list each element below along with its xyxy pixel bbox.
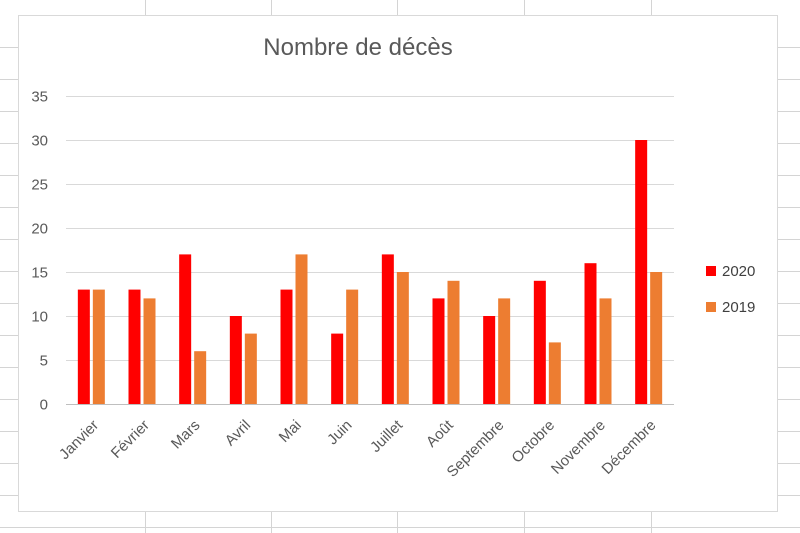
bar-2019-décembre bbox=[650, 272, 663, 404]
bar-2020-juin bbox=[331, 333, 344, 404]
x-tick-label: Juillet bbox=[367, 416, 407, 456]
bar-2019-novembre bbox=[599, 298, 612, 404]
x-tick-label: Juin bbox=[324, 417, 355, 448]
bar-2019-octobre bbox=[548, 342, 561, 404]
legend-swatch-2020 bbox=[706, 266, 716, 276]
bar-2020-juillet bbox=[381, 254, 394, 404]
x-tick-label: Octobre bbox=[508, 417, 558, 467]
x-tick-label: Avril bbox=[222, 417, 254, 449]
bar-2019-août bbox=[447, 280, 460, 404]
bar-2020-février bbox=[128, 289, 141, 404]
bar-2020-août bbox=[432, 298, 445, 404]
x-tick-label: Décembre bbox=[599, 417, 660, 478]
x-tick-label: Mai bbox=[276, 417, 305, 446]
y-tick-label: 5 bbox=[40, 353, 48, 370]
legend-label-2019: 2019 bbox=[722, 298, 756, 316]
bar-2019-septembre bbox=[498, 298, 511, 404]
bar-2019-mars bbox=[194, 351, 207, 404]
bar-2020-novembre bbox=[584, 263, 597, 404]
x-tick-label: Janvier bbox=[56, 417, 102, 463]
bar-2020-octobre bbox=[533, 280, 546, 404]
y-tick-label: 35 bbox=[31, 89, 48, 106]
legend-label-2020: 2020 bbox=[722, 262, 756, 280]
legend-item-2020: 2020 bbox=[706, 259, 755, 283]
x-tick-label: Août bbox=[423, 416, 457, 450]
y-tick-label: 20 bbox=[31, 221, 48, 238]
bar-2020-janvier bbox=[77, 289, 90, 404]
bar-2019-juillet bbox=[396, 272, 409, 404]
y-tick-label: 30 bbox=[31, 133, 48, 150]
bar-2019-janvier bbox=[92, 289, 105, 404]
legend-item-2019: 2019 bbox=[706, 295, 755, 319]
x-tick-label: Février bbox=[108, 417, 153, 462]
y-tick-label: 15 bbox=[31, 265, 48, 282]
chart-title: Nombre de décès bbox=[263, 34, 453, 61]
bar-2020-mai bbox=[280, 289, 293, 404]
y-tick-label: 0 bbox=[40, 397, 48, 414]
bar-2020-décembre bbox=[635, 140, 648, 404]
bar-2020-mars bbox=[179, 254, 192, 404]
x-tick-label: Novembre bbox=[548, 417, 609, 478]
chart-area[interactable] bbox=[18, 15, 778, 512]
x-tick-label: Mars bbox=[168, 417, 204, 453]
bar-2020-septembre bbox=[483, 316, 496, 404]
bar-2019-mai bbox=[295, 254, 308, 404]
y-tick-label: 25 bbox=[31, 177, 48, 194]
bar-2020-avril bbox=[229, 316, 242, 404]
bar-2019-juin bbox=[346, 289, 359, 404]
y-tick-label: 10 bbox=[31, 309, 48, 326]
chart-legend: 2020 2019 bbox=[706, 259, 755, 331]
legend-swatch-2019 bbox=[706, 302, 716, 312]
bar-2019-avril bbox=[244, 333, 257, 404]
bar-2019-février bbox=[143, 298, 156, 404]
